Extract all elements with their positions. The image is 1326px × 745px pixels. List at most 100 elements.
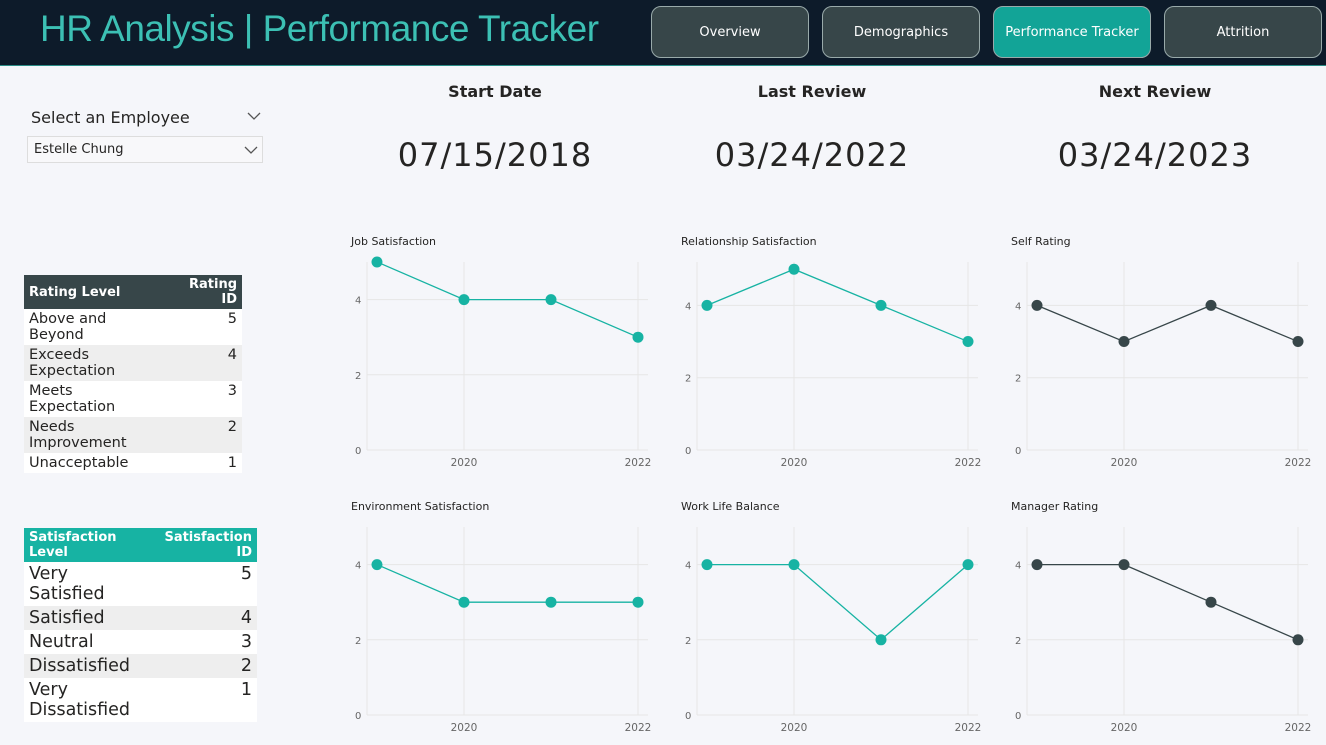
line xyxy=(376,261,639,338)
point xyxy=(1031,299,1043,311)
x-tick-label: 2020 xyxy=(781,457,808,469)
table-row: Satisfied 4 xyxy=(24,606,257,630)
cell-number: 4 xyxy=(240,608,252,628)
cell-text: Neutral xyxy=(29,632,94,652)
page-title: HR Analysis | Performance Tracker xyxy=(40,8,599,49)
table-row: Dissatisfied 2 xyxy=(24,654,257,678)
x-tick-label: 2020 xyxy=(1111,722,1138,734)
y-tick-label: 4 xyxy=(1015,561,1021,572)
slicer-label: Select an Employee xyxy=(31,108,190,127)
cell-text: Meets Expectation xyxy=(29,383,116,415)
cell-number: 3 xyxy=(227,383,237,399)
x-tick-label: 2022 xyxy=(625,457,652,469)
chart-title: Self Rating xyxy=(1011,235,1071,248)
table-row: Neutral 3 xyxy=(24,630,257,654)
y-tick-label: 2 xyxy=(685,374,691,385)
chevron xyxy=(244,146,258,154)
nav-button[interactable]: Demographics xyxy=(822,6,980,58)
y-tick-label: 2 xyxy=(685,636,691,647)
point xyxy=(701,299,713,311)
slicer-dropdown[interactable]: Estelle Chung xyxy=(27,136,263,163)
chart-title: Relationship Satisfaction xyxy=(681,235,817,248)
slicer-value: Estelle Chung xyxy=(34,142,124,157)
point xyxy=(788,263,800,275)
table-row: Needs Improvement 2 xyxy=(24,417,242,453)
y-tick-label: 4 xyxy=(355,561,361,572)
line xyxy=(1037,563,1299,641)
cell-number: 1 xyxy=(240,680,252,700)
point xyxy=(1118,336,1130,348)
cell-number: 5 xyxy=(240,564,252,584)
cell-number: 2 xyxy=(240,656,252,676)
point xyxy=(371,559,383,571)
table-row: Very Satisfied 5 xyxy=(24,562,257,606)
y-tick-label: 2 xyxy=(355,636,361,647)
x-tick-label: 2022 xyxy=(1285,722,1312,734)
x-tick-label: 2020 xyxy=(1111,457,1138,469)
cell-text: Very Satisfied xyxy=(29,564,105,604)
line xyxy=(706,268,969,343)
nav-button[interactable]: Performance Tracker xyxy=(993,6,1151,58)
card-label: Last Review xyxy=(757,82,867,101)
table-row: Very Dissatisfied 1 xyxy=(24,678,257,722)
x-tick-label: 2022 xyxy=(955,457,982,469)
point xyxy=(1031,559,1043,571)
table-row: Unacceptable 1 xyxy=(24,453,242,473)
line-chart: Job Satisfaction 0 2 4 2020 2022 xyxy=(350,235,651,469)
chart-title: Environment Satisfaction xyxy=(351,500,489,513)
x-tick-label: 2022 xyxy=(1285,457,1312,469)
cell-number: 4 xyxy=(227,347,237,363)
y-tick-label: 2 xyxy=(355,371,361,382)
y-tick-label: 0 xyxy=(685,711,691,722)
cell-text: Dissatisfied xyxy=(29,656,131,676)
chart-title: Job Satisfaction xyxy=(350,235,436,248)
point xyxy=(1118,559,1130,571)
point xyxy=(1205,299,1217,311)
point xyxy=(962,559,974,571)
cell-text: Very Dissatisfied xyxy=(29,680,131,720)
point xyxy=(545,596,557,608)
y-tick-label: 0 xyxy=(1015,711,1021,722)
column-header: Rating Level xyxy=(29,284,121,300)
y-tick-label: 4 xyxy=(685,561,691,572)
column-header: Rating ID xyxy=(188,277,237,307)
point xyxy=(875,299,887,311)
point xyxy=(1205,596,1217,608)
header: HR Analysis | Performance Tracker Overvi… xyxy=(0,0,1326,66)
table-header: Rating Level Rating ID xyxy=(24,275,242,309)
line-chart: Work Life Balance 0 2 4 2020 2022 xyxy=(681,500,981,734)
card-label: Next Review xyxy=(1098,82,1212,101)
cell-number: 2 xyxy=(227,419,237,435)
y-tick-label: 0 xyxy=(355,711,361,722)
point xyxy=(458,596,470,608)
chart-title: Work Life Balance xyxy=(681,500,780,513)
point xyxy=(1292,336,1304,348)
line-chart: Relationship Satisfaction 0 2 4 2020 2022 xyxy=(681,235,981,469)
cell-text: Satisfied xyxy=(29,608,105,628)
cell-text: Above and Beyond xyxy=(29,311,107,343)
point xyxy=(962,336,974,348)
point xyxy=(458,294,470,306)
chevron[interactable] xyxy=(246,110,262,122)
card-label: Start Date xyxy=(448,82,542,101)
nav-button[interactable]: Attrition xyxy=(1164,6,1322,58)
column-header: Satisfaction ID xyxy=(164,530,252,560)
table-header: Satisfaction Level Satisfaction ID xyxy=(24,528,257,562)
cell-text: Unacceptable xyxy=(29,455,129,471)
table: Rating Level Rating ID Above and Beyond 5 Ex… xyxy=(24,275,242,473)
y-tick-label: 4 xyxy=(685,301,691,312)
x-tick-label: 2020 xyxy=(451,722,478,734)
line-chart: Manager Rating 0 2 4 2020 2022 xyxy=(1011,500,1311,734)
cell-text: Exceeds Expectation xyxy=(29,347,116,379)
x-tick-label: 2022 xyxy=(955,722,982,734)
x-tick-label: 2020 xyxy=(781,722,808,734)
cell-number: 3 xyxy=(240,632,252,652)
point xyxy=(788,559,800,571)
y-tick-label: 2 xyxy=(1015,636,1021,647)
nav-button[interactable]: Overview xyxy=(651,6,809,58)
y-tick-label: 4 xyxy=(355,296,361,307)
column-header: Satisfaction Level xyxy=(29,530,117,560)
x-tick-label: 2022 xyxy=(625,722,652,734)
